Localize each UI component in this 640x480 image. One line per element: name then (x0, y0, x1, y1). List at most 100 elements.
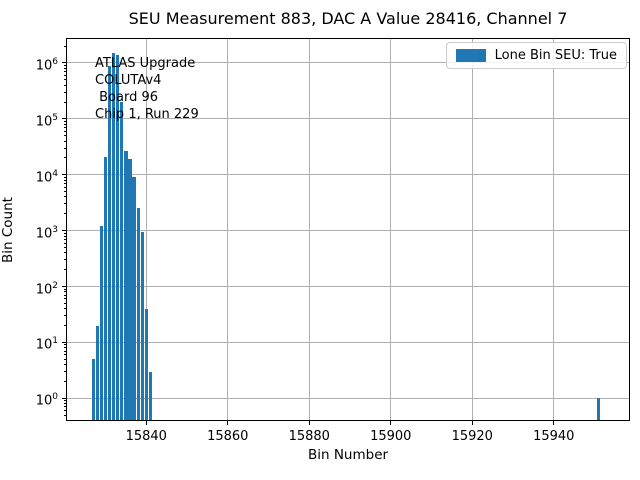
y-minor-tick-mark (63, 288, 66, 290)
y-minor-tick-mark (63, 259, 66, 261)
y-minor-tick-mark (63, 140, 66, 142)
y-tick-mark (62, 118, 66, 120)
y-minor-tick-mark (63, 347, 66, 349)
y-tick-label: 105 (35, 112, 58, 130)
histogram-bar (120, 102, 124, 421)
y-minor-tick-mark (63, 315, 66, 317)
y-minor-tick-mark (63, 71, 66, 73)
histogram-bar (107, 65, 112, 421)
y-minor-tick-mark (63, 235, 66, 237)
x-gridline (390, 38, 392, 421)
histogram-bar (132, 177, 136, 421)
y-minor-tick-mark (63, 302, 66, 304)
x-tick-mark (227, 420, 229, 425)
y-minor-tick-mark (63, 246, 66, 248)
histogram-bar (112, 53, 116, 421)
legend-box: Lone Bin SEU: True (445, 42, 627, 69)
y-minor-tick-mark (63, 65, 66, 67)
x-gridline (471, 38, 473, 421)
y-gridline (66, 286, 630, 287)
y-minor-tick-mark (63, 414, 66, 416)
y-minor-tick-mark (63, 101, 66, 103)
x-gridline (227, 38, 229, 421)
y-minor-tick-mark (63, 179, 66, 181)
y-minor-tick-mark (63, 45, 66, 47)
x-tick-label: 15880 (288, 428, 330, 444)
y-minor-tick-mark (63, 371, 66, 373)
y-minor-tick-mark (63, 403, 66, 405)
y-minor-tick-mark (63, 364, 66, 366)
y-minor-tick-mark (63, 252, 66, 254)
y-minor-tick-mark (63, 123, 66, 125)
y-gridline (66, 62, 630, 64)
y-minor-tick-mark (63, 203, 66, 205)
y-gridline (66, 397, 630, 399)
x-tick-mark (308, 420, 310, 425)
histogram-bar (128, 159, 132, 421)
x-gridline (308, 38, 310, 421)
y-minor-tick-mark (63, 400, 66, 402)
y-tick-label: 106 (35, 56, 58, 74)
histogram-bar (144, 308, 148, 421)
chart-title: SEU Measurement 883, DAC A Value 28416, … (128, 9, 568, 28)
x-tick-mark (390, 420, 392, 425)
y-minor-tick-mark (63, 157, 66, 159)
y-minor-tick-mark (63, 269, 66, 271)
y-tick-mark (62, 286, 66, 287)
y-minor-tick-mark (63, 120, 66, 122)
y-tick-mark (62, 341, 66, 343)
y-minor-tick-mark (63, 176, 66, 178)
histogram-bar (103, 156, 108, 421)
y-tick-label: 104 (35, 168, 58, 186)
y-minor-tick-mark (63, 232, 66, 234)
histogram-bar (140, 231, 144, 421)
x-tick-mark (471, 420, 473, 425)
y-minor-tick-mark (63, 196, 66, 198)
x-tick-mark (145, 420, 147, 425)
y-minor-tick-mark (63, 135, 66, 137)
y-tick-label: 101 (35, 336, 58, 353)
x-axis-label: Bin Number (307, 447, 389, 463)
y-minor-tick-mark (63, 291, 66, 293)
y-minor-tick-mark (63, 410, 66, 412)
histogram-bar (148, 371, 152, 421)
annotation-text: ATLAS Upgrade COLUTAv4 Board 96 Chip 1, … (95, 56, 199, 122)
y-minor-tick-mark (63, 213, 66, 215)
x-tick-label: 15920 (451, 428, 493, 444)
y-minor-tick-mark (63, 74, 66, 76)
y-minor-tick-mark (63, 350, 66, 352)
y-gridline (66, 341, 630, 343)
y-minor-tick-mark (63, 325, 66, 327)
y-minor-tick-mark (63, 298, 66, 300)
y-minor-tick-mark (63, 186, 66, 188)
y-tick-mark (62, 397, 66, 399)
y-minor-tick-mark (63, 91, 66, 93)
y-tick-mark (62, 230, 66, 232)
x-gridline (145, 38, 147, 421)
y-gridline (66, 174, 630, 176)
y-minor-tick-mark (63, 238, 66, 240)
y-minor-tick-mark (63, 354, 66, 356)
y-minor-tick-mark (63, 147, 66, 149)
histogram-bar (596, 398, 601, 421)
y-minor-tick-mark (63, 380, 66, 382)
y-minor-tick-mark (63, 308, 66, 310)
y-minor-tick-mark (63, 242, 66, 244)
histogram-bar (99, 226, 104, 421)
histogram-bar (124, 150, 128, 421)
y-gridline (66, 118, 630, 120)
y-minor-tick-mark (63, 294, 66, 296)
y-minor-tick-mark (63, 358, 66, 360)
y-minor-tick-mark (63, 67, 66, 69)
histogram-bar (91, 359, 95, 421)
legend-swatch-blue (455, 49, 486, 62)
y-minor-tick-mark (63, 127, 66, 129)
y-tick-label: 103 (35, 224, 58, 241)
y-tick-mark (62, 174, 66, 176)
y-minor-tick-mark (63, 84, 66, 86)
y-axis-label: Bin Count (0, 197, 16, 263)
x-tick-label: 15940 (533, 428, 575, 444)
y-minor-tick-mark (63, 130, 66, 132)
y-tick-mark (62, 62, 66, 64)
